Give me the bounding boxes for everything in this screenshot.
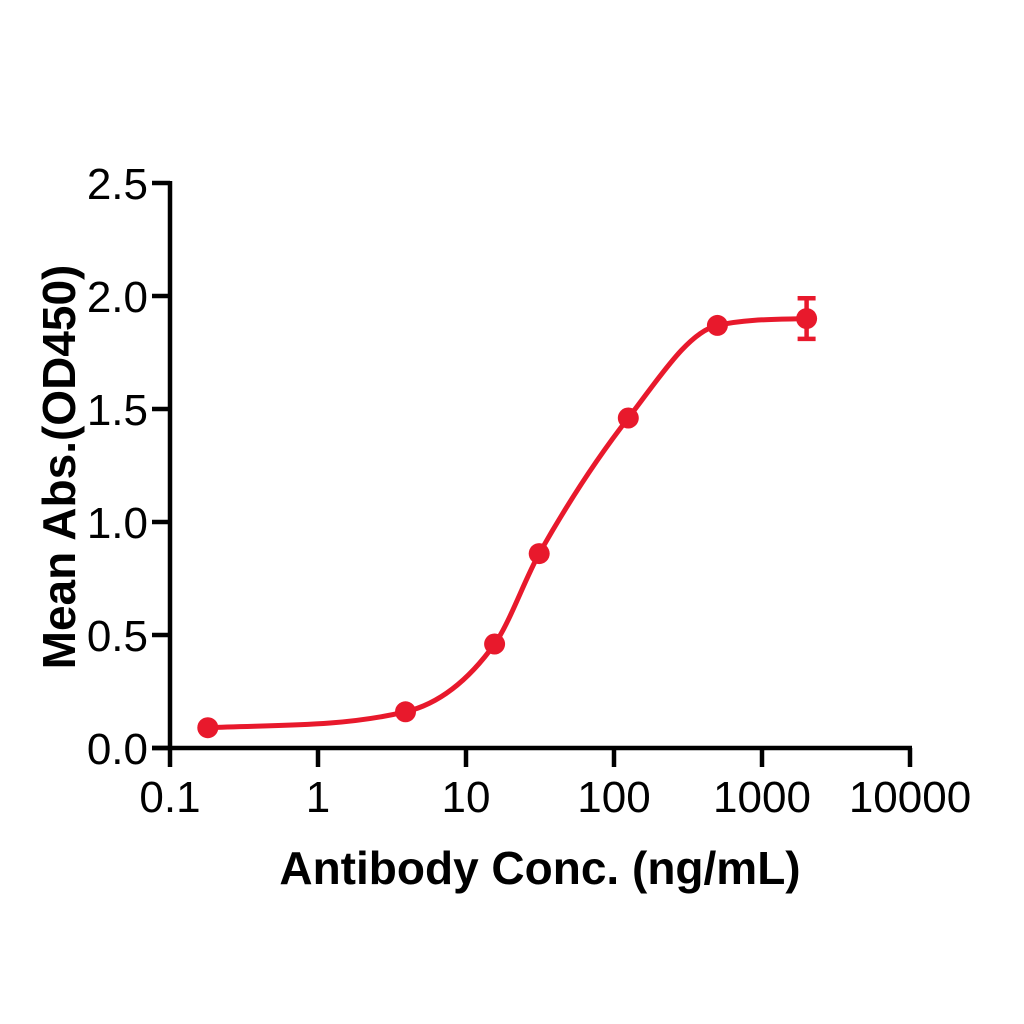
y-tick-label: 0.5	[87, 612, 148, 661]
x-tick-label: 1	[306, 773, 330, 822]
y-tick-label: 2.0	[87, 273, 148, 322]
y-tick-label: 2.5	[87, 160, 148, 209]
x-tick-label: 1000	[713, 773, 811, 822]
data-point	[706, 314, 728, 336]
plot-area: 0.1 1 10 100 1000 10000 0.0 0.5 1.0 1.5 2.0 2.5	[87, 160, 971, 822]
data-point	[395, 701, 416, 723]
data-point	[197, 717, 219, 739]
x-tick-label: 10000	[849, 773, 971, 822]
data-point	[528, 543, 550, 565]
data-point	[617, 407, 639, 429]
y-tick-label: 0.0	[87, 725, 148, 774]
data-point	[484, 633, 506, 655]
y-axis-title: Mean Abs.(OD450)	[33, 265, 85, 670]
y-tick-label: 1.5	[87, 386, 148, 435]
fit-curve	[205, 316, 810, 731]
x-tick-label: 0.1	[139, 773, 200, 822]
x-tick-label: 10	[442, 773, 491, 822]
x-axis-title: Antibody Conc. (ng/mL)	[279, 842, 800, 894]
data-point	[796, 308, 818, 330]
y-tick-label: 1.0	[87, 499, 148, 548]
x-tick-label: 100	[577, 773, 650, 822]
